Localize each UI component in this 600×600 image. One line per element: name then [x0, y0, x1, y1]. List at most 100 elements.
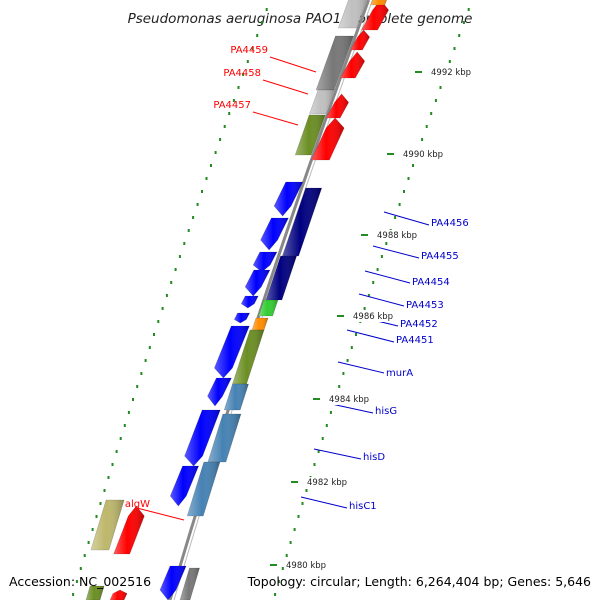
gene-block-shade	[207, 414, 241, 462]
scale-tick	[313, 398, 320, 400]
track-dot	[363, 307, 366, 310]
gene-label: PA4454	[412, 277, 450, 288]
track-dot	[111, 463, 114, 466]
track-dot	[196, 203, 199, 206]
scale-label: 4980 kbp	[286, 561, 326, 571]
track-dot	[153, 333, 155, 336]
track-dot	[372, 281, 375, 284]
gene-block-shade	[113, 506, 145, 554]
track-dot	[301, 502, 304, 505]
scale-label-bg	[401, 149, 445, 160]
callout-line	[262, 79, 309, 95]
track-dot	[144, 359, 147, 362]
gene-label: hisD	[363, 452, 385, 463]
gene-block-shade	[316, 36, 354, 90]
track-dot	[329, 411, 332, 414]
track-dot	[214, 151, 217, 154]
track-dot	[123, 424, 126, 427]
scale-label-bg	[351, 311, 395, 322]
feature-blocks	[85, 0, 389, 600]
track-dot	[277, 580, 280, 583]
gene-label: PA4457	[213, 100, 251, 111]
track-dot	[178, 255, 181, 258]
track-dot	[355, 333, 357, 336]
track-dot	[325, 424, 328, 427]
track-dot	[289, 541, 292, 544]
scale-label-bg	[284, 560, 328, 571]
map-title: Pseudomonas aeruginosa PAO1, complete ge…	[128, 11, 473, 27]
gene-block-shade	[241, 296, 259, 308]
gene-block-shade	[282, 188, 322, 256]
gene-label: PA4451	[396, 335, 434, 346]
track-dot	[183, 242, 186, 245]
scale-label-bg	[375, 230, 419, 241]
gene-block-shade	[265, 256, 297, 300]
gene-block-shade	[309, 90, 335, 114]
track-dot	[107, 476, 110, 479]
gene-block-shade	[361, 0, 389, 30]
scale-label-bg	[305, 477, 349, 488]
gene-block-shade	[110, 590, 127, 600]
track-dot	[403, 190, 405, 193]
scale-label-bg	[429, 67, 473, 78]
track-dot	[99, 502, 102, 505]
gene-block-shade	[326, 94, 349, 118]
callout-line	[383, 211, 430, 226]
callout-line	[372, 245, 420, 259]
track-dot	[467, 8, 470, 11]
track-dot	[434, 99, 437, 102]
track-dot	[205, 177, 208, 180]
track-dot	[170, 281, 173, 284]
gene-block-shade	[253, 252, 277, 272]
track-dot	[210, 164, 212, 167]
gene-block-shade	[258, 300, 278, 316]
scale-label: 4982 kbp	[307, 478, 347, 488]
track-dot	[285, 554, 288, 557]
track-dot	[313, 463, 316, 466]
track-dot	[132, 398, 134, 401]
gene-label: PA4456	[431, 218, 469, 229]
track-dot	[157, 320, 160, 323]
track-dot	[439, 86, 442, 89]
gene-block-shade	[295, 115, 326, 155]
track-dot	[367, 294, 370, 297]
gene-block-shade	[252, 318, 268, 330]
callout-line	[269, 56, 317, 73]
track-dot	[174, 268, 177, 271]
track-dot	[91, 528, 94, 531]
gene-label: PA4453	[406, 300, 444, 311]
track-dot	[83, 554, 86, 557]
track-dot	[407, 177, 410, 180]
gene-block-shade	[340, 52, 365, 78]
gene-label: hisG	[375, 406, 397, 417]
gene-block-shade	[234, 313, 250, 323]
track-dot	[79, 567, 82, 570]
track-dot	[385, 242, 388, 245]
track-dot	[317, 450, 320, 453]
track-dot	[448, 60, 451, 63]
gene-block-shade	[245, 270, 270, 296]
track-dot	[297, 515, 300, 518]
track-dot	[293, 528, 296, 531]
gene-block-shade	[90, 500, 125, 550]
gene-block-shade	[180, 568, 200, 600]
track-dot	[192, 216, 195, 219]
track-dot	[148, 346, 151, 349]
gene-label: PA4452	[400, 319, 438, 330]
track-dot	[228, 112, 231, 115]
scale-ticks: 4992 kbp 4990 kbp 4988 kbp 4986 kbp 4984 kbp…	[270, 67, 473, 571]
callout-line	[337, 361, 385, 374]
track-dot	[346, 359, 349, 362]
accession-label: Accession: NC_002516	[9, 574, 151, 589]
track-dot	[376, 268, 379, 271]
callout-line	[300, 496, 348, 509]
track-dot	[350, 346, 353, 349]
track-dot	[342, 372, 345, 375]
track-dot	[256, 34, 259, 37]
track-dot	[425, 125, 428, 128]
track-dot	[115, 450, 118, 453]
track-dot	[127, 411, 130, 414]
gene-label: PA4458	[223, 68, 261, 79]
scale-tick	[415, 71, 422, 73]
